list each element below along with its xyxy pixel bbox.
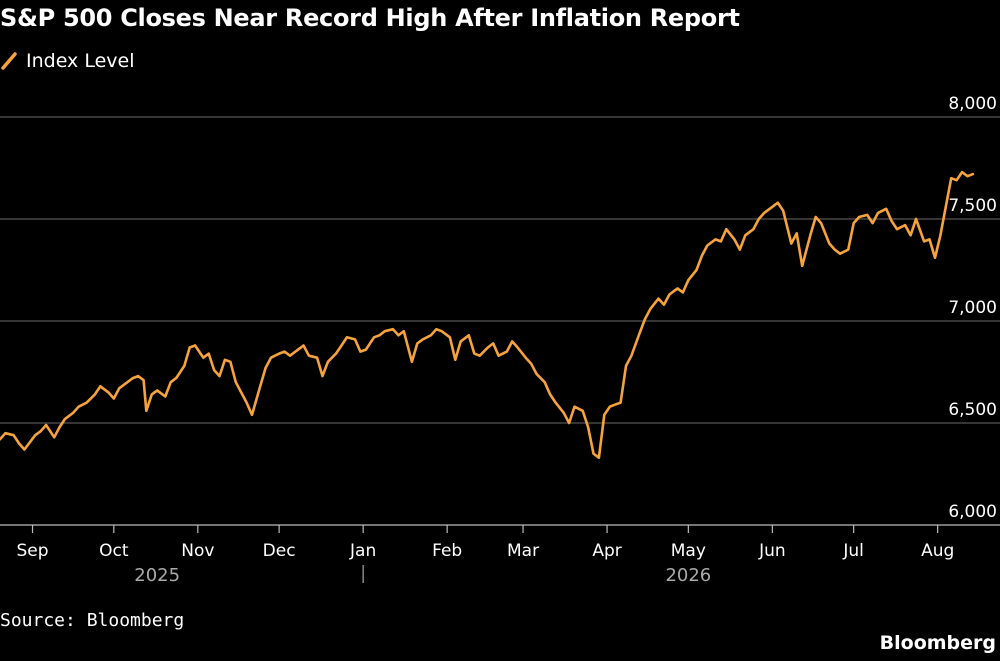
legend-line-icon — [1, 52, 17, 70]
chart-title: S&P 500 Closes Near Record High After In… — [0, 4, 740, 32]
x-tick-label-apr: Apr — [592, 541, 621, 561]
line-chart: 6,000 6,500 7,000 7,500 8,000 Sep Oct Nov Dec Jan… — [0, 94, 1000, 586]
year-label-2025: 2025 — [134, 565, 180, 586]
legend-label: Index Level — [26, 50, 135, 72]
x-tick-label-oct: Oct — [99, 541, 129, 561]
x-tick-label-jun: Jun — [758, 541, 786, 561]
x-tick-label-nov: Nov — [181, 541, 214, 561]
x-tick-label-jul: Jul — [842, 541, 864, 561]
y-tick-label-8000: 8,000 — [948, 94, 997, 114]
source-note: Source: Bloomberg — [0, 610, 185, 631]
x-tick-label-aug: Aug — [921, 541, 954, 561]
x-tick-label-sep: Sep — [16, 541, 48, 561]
x-tick-label-may: May — [671, 541, 706, 561]
chart-legend: Index Level — [0, 50, 135, 72]
y-tick-label-6000: 6,000 — [948, 502, 997, 522]
y-tick-label-7500: 7,500 — [948, 196, 997, 216]
bloomberg-logo: Bloomberg — [879, 632, 996, 654]
y-tick-label-7000: 7,000 — [948, 298, 997, 318]
y-tick-label-6500: 6,500 — [948, 400, 997, 420]
x-tick-label-dec: Dec — [263, 541, 296, 561]
x-tick-label-jan: Jan — [349, 541, 376, 561]
year-label-2026: 2026 — [665, 565, 711, 586]
series-line-0 — [0, 170, 975, 459]
x-tick-label-feb: Feb — [432, 541, 462, 561]
x-tick-label-mar: Mar — [507, 541, 539, 561]
